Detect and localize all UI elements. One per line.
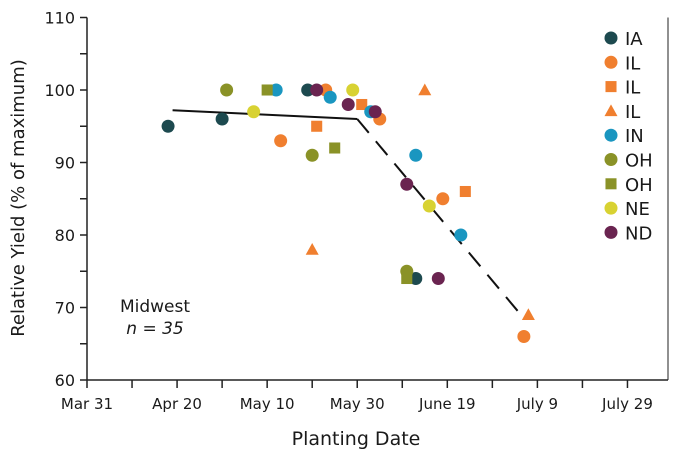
x-tick-label: Mar 31: [61, 395, 113, 413]
data-point-oh-circle: [220, 83, 234, 97]
data-points: [161, 83, 535, 343]
axes: 60 70 80 90 100 110 Mar 31 Apr 20 May 10 May 30 Ju…: [44, 9, 669, 413]
y-tick-label: 70: [55, 299, 75, 318]
annotation-n: n = 35: [126, 319, 183, 339]
y-tick-label: 60: [55, 371, 75, 390]
y-tick-label: 80: [55, 226, 75, 245]
x-tick-label: Apr 20: [152, 395, 202, 413]
x-axis-label: Planting Date: [292, 428, 421, 450]
legend-label: IL: [625, 53, 640, 74]
data-point-ia-circle: [215, 112, 229, 126]
y-axis-label: Relative Yield (% of maximum): [8, 59, 29, 337]
legend-label: IA: [625, 29, 643, 50]
data-point-nd-circle: [341, 98, 355, 111]
data-point-oh-square: [261, 84, 273, 96]
data-point-ne-circle: [422, 199, 436, 213]
data-point-il-square: [356, 98, 368, 111]
legend: IA IL IL IL IN OH OH NE ND: [604, 29, 653, 244]
data-point-nd-circle: [431, 272, 445, 285]
x-tick-label: June 19: [418, 395, 476, 413]
trend-line-solid: [172, 109, 358, 120]
data-point-il-circle: [436, 192, 450, 206]
data-point-ne-circle: [346, 83, 360, 97]
legend-label: IN: [625, 126, 644, 147]
data-point-ia-circle: [409, 272, 423, 285]
legend-label: IL: [625, 102, 640, 123]
data-point-oh-circle: [305, 148, 319, 162]
annotation-region: Midwest: [120, 297, 190, 317]
legend-marker-oh-circle: [604, 153, 618, 166]
legend-label: ND: [625, 223, 652, 244]
data-point-il-square: [459, 185, 471, 198]
data-point-nd-circle: [310, 83, 324, 97]
legend-marker-il-circle: [604, 55, 618, 69]
data-point-il-triangle: [418, 83, 432, 96]
legend-label: OH: [625, 151, 653, 172]
data-point-ia-circle: [161, 119, 175, 133]
data-point-in-circle: [454, 228, 468, 242]
y-tick-label: 100: [44, 81, 75, 100]
y-tick-label: 90: [55, 154, 75, 173]
data-point-oh-square: [401, 272, 413, 285]
legend-marker-nd-circle: [604, 225, 618, 239]
data-point-ne-circle: [247, 105, 261, 119]
trend-line: [172, 109, 525, 320]
legend-marker-ne-circle: [604, 201, 618, 215]
data-point-in-circle: [323, 90, 337, 104]
data-point-in-circle: [269, 83, 283, 97]
data-point-il-triangle: [305, 243, 319, 255]
data-point-oh-square: [329, 142, 341, 154]
legend-label: NE: [625, 199, 650, 220]
data-point-il-circle: [517, 330, 531, 343]
data-point-ia-circle: [301, 83, 315, 97]
legend-label: OH: [625, 175, 653, 196]
legend-marker-il-triangle: [604, 104, 618, 117]
legend-marker-il-square: [605, 81, 617, 93]
x-tick-label: July 29: [601, 395, 653, 413]
x-tick-label: May 30: [330, 395, 385, 413]
legend-marker-oh-square: [605, 178, 617, 190]
data-point-nd-circle: [400, 177, 414, 191]
data-point-il-square: [311, 120, 323, 132]
y-tick-label: 110: [44, 9, 75, 28]
x-tick-label: May 10: [240, 395, 295, 413]
legend-marker-ia-circle: [604, 31, 618, 45]
data-point-in-circle: [409, 148, 423, 162]
legend-label: IL: [625, 78, 640, 99]
legend-marker-in-circle: [604, 128, 618, 142]
data-point-il-circle: [274, 134, 288, 148]
data-point-nd-circle: [368, 105, 382, 119]
x-tick-label: July 9: [516, 395, 558, 413]
data-point-il-triangle: [521, 308, 535, 320]
trend-line-dashed: [356, 118, 525, 320]
